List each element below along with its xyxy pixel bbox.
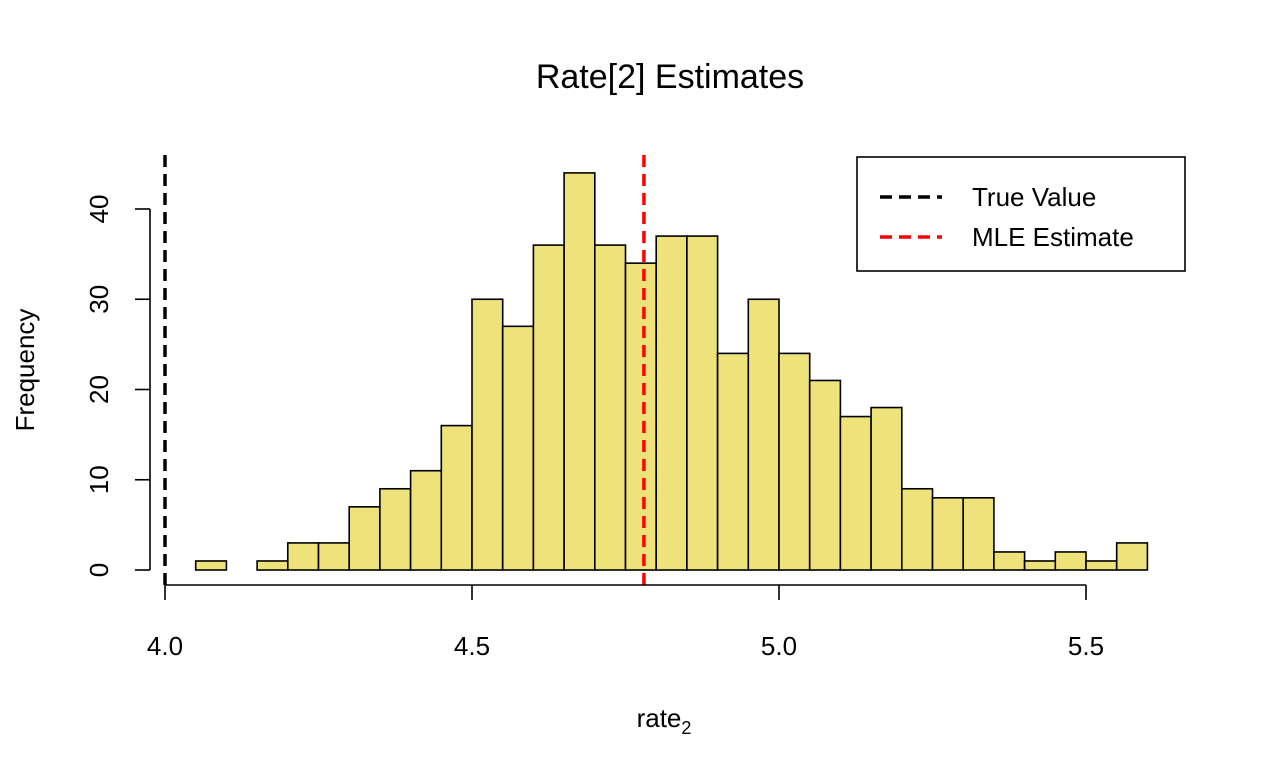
legend: True Value MLE Estimate [856,156,1186,272]
chart-title: Rate[2] Estimates [536,58,804,96]
histogram-bar [900,487,934,571]
legend-label: MLE Estimate [972,222,1134,252]
histogram-bar [256,560,289,571]
histogram-bar [839,415,872,571]
histogram-bar [440,424,473,571]
x-axis-label-subscript: 2 [681,718,691,738]
histogram-bar [870,406,903,571]
y-tick-label: 30 [84,285,114,314]
y-axis-label: Frequency [10,309,40,432]
histogram-bar [501,325,535,571]
x-tick-label: 5.0 [761,631,797,661]
histogram-bar [808,379,842,571]
y-tick-label: 20 [84,375,114,404]
y-axis: 0 10 20 30 40 [84,195,151,577]
reference-lines [163,155,646,586]
histogram-bar [931,496,965,571]
histogram-bar [471,298,504,571]
histogram-bar [686,235,719,571]
histogram-bar [532,244,565,571]
histogram-bar [747,298,780,571]
histogram-bar [655,235,688,571]
histogram-bar [716,352,750,571]
legend-box [856,156,1186,272]
y-tick-label: 10 [84,465,114,494]
histogram-bar [1115,542,1149,571]
histogram-bar [409,469,443,571]
histogram-bar [593,244,627,571]
x-tick-label: 5.5 [1068,631,1104,661]
histogram-bar [1054,551,1087,571]
y-tick-label: 0 [84,563,114,577]
histogram-bar [962,496,995,571]
x-axis: 4.0 4.5 5.0 5.5 [147,584,1104,661]
x-tick-label: 4.5 [454,631,490,661]
x-axis-label: rate2 [637,703,692,738]
x-tick-label: 4.0 [147,631,183,661]
histogram-bar [563,172,596,571]
histogram-bar [1023,560,1057,571]
histogram-bars [194,172,1149,571]
histogram-bar [286,542,320,571]
histogram-bar [317,542,351,571]
histogram-bar [1085,560,1118,571]
x-axis-label-main: rate [637,703,682,733]
y-tick-label: 40 [84,195,114,224]
histogram-bar [993,551,1026,571]
histogram-bar [624,262,658,571]
histogram-bar [379,487,412,571]
legend-label: True Value [972,182,1096,212]
histogram-bar [194,560,228,571]
histogram-bar [348,506,381,571]
histogram-bar [778,352,811,571]
